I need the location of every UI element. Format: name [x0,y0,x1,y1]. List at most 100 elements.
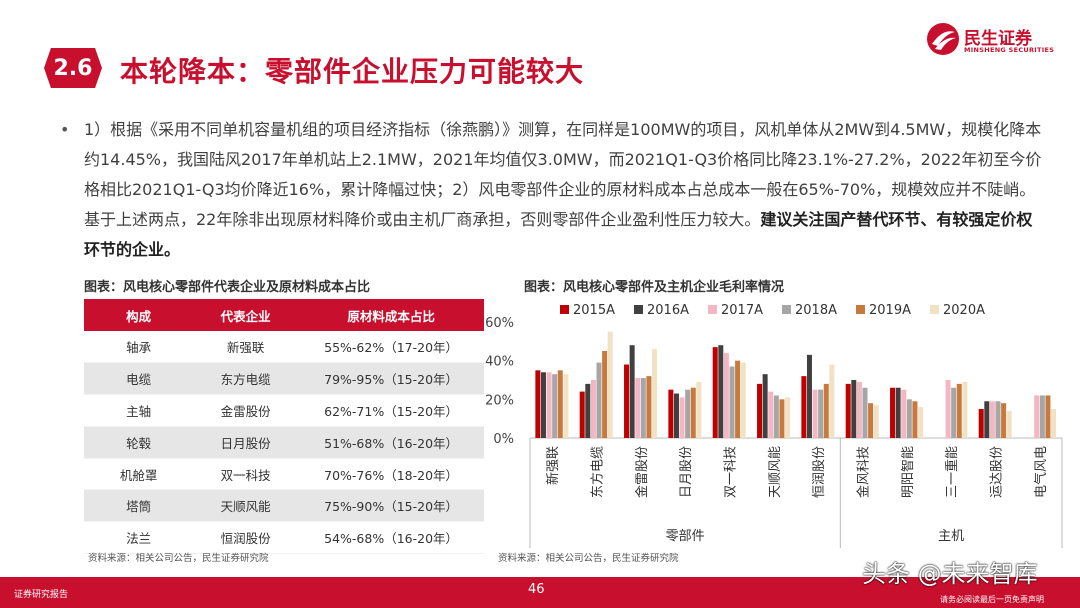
bar [945,380,951,438]
bar [712,347,718,438]
legend-swatch [634,305,643,314]
bar [607,331,613,438]
bar [901,389,907,438]
legend-label: 2015A [573,303,615,318]
table-cell: 轮毂 [84,426,194,459]
bar [951,387,957,438]
bar [1039,395,1045,438]
table-row: 电缆 东方电缆 79%-95%（15-20年） [84,362,484,395]
bar [1034,395,1040,438]
bar [890,387,896,438]
legend-label: 2020A [943,303,985,318]
legend-label: 2017A [721,303,763,318]
x-tick-label: 东方电缆 [590,446,606,498]
x-tick-label: 金风科技 [856,446,872,498]
bar [540,372,546,438]
table-row: 塔筒 天顺风能 75%-90%（15-20年） [84,489,484,523]
bar [773,395,779,438]
table-cell: 54%-68%（16-20年） [298,521,484,555]
bar [590,380,596,438]
table-cell: 东方电缆 [193,362,299,395]
bar [757,383,763,438]
footer-bar [0,577,1080,608]
bar [535,370,541,438]
bar [652,349,658,438]
bar [851,380,857,438]
logo-text-cn: 民生证券 [964,29,1032,49]
y-tick-label: 60% [485,316,514,331]
bar [646,376,652,438]
table-row: 机舱罩 双一科技 70%-76%（18-20年） [84,458,484,491]
bar [1051,409,1057,438]
table-row: 轴承 新强联 55%-62%（17-20年） [84,331,484,363]
bullet-text: 1）根据《采用不同单机容量机组的项目经济指标（徐燕鹏）》测算，在同样是100MW… [84,120,1042,229]
watermark-text: 头条 @未来智库 [862,560,1038,588]
x-tick-label: 新强联 [545,446,561,485]
table-row: 法兰 恒润股份 54%-68%（16-20年） [84,521,484,555]
bar [1006,410,1012,438]
bar [740,362,746,438]
gross-margin-chart: 0% 20% 40% 60% 2015A 2016A 2017A 2018A 2019A 2020… [485,303,1063,548]
x-tick-label: 日月股份 [679,446,694,498]
bar [673,393,679,438]
x-tick-label: 双一科技 [724,446,739,498]
x-tick-label: 运达股份 [990,446,1005,498]
table-cell: 法兰 [84,521,194,555]
table-cell: 主轴 [84,394,194,427]
bar [873,405,879,438]
table-cell: 79%-95%（15-20年） [298,362,484,395]
bar [723,352,729,438]
bar [563,374,569,438]
bar [812,389,818,438]
table-cell: 轴承 [84,331,194,363]
x-tick-label: 金雷股份 [634,446,650,498]
x-tick-label: 恒润股份 [812,446,827,498]
bar [868,403,874,438]
raw-material-table: 构成 代表企业 原材料成本占比 轴承 新强联 55%-62%（17-20年） 电缆东… [84,299,484,555]
bar [579,391,585,438]
table-cell: 恒润股份 [193,521,299,555]
table-cell: 62%-71%（15-20年） [298,394,484,427]
table-cell: 日月股份 [193,426,299,459]
logo-text-en: MINSHENG SECURITIES [964,46,1055,54]
table-source-note: 资料来源：相关公司公告，民生证券研究院 [88,553,269,564]
bar [685,389,691,438]
bar [1001,403,1007,438]
bullet-paragraph: 1）根据《采用不同单机容量机组的项目经济指标（徐燕鹏）》测算，在同样是100MW… [84,115,1044,265]
bar [801,376,807,438]
bar [557,370,563,438]
table-row: 轮毂 日月股份 51%-68%（16-20年） [84,426,484,459]
bar [690,387,696,438]
y-tick-label: 40% [485,355,514,370]
y-tick-label: 0% [493,432,514,447]
bar [640,378,646,438]
disclaimer-note: 请务必阅读最后一页免责声明 [940,595,1044,604]
legend-label: 2018A [795,303,837,318]
bar [718,345,724,438]
bar [989,401,995,438]
bar [596,362,602,438]
table-header-row: 构成 代表企业 原材料成本占比 [84,299,484,331]
bar [729,366,735,438]
table-cell: 55%-62%（17-20年） [298,331,484,363]
company-logo: 民生证券 MINSHENG SECURITIES [926,20,1054,60]
bar [635,378,641,438]
table-cell: 75%-90%（15-20年） [298,489,484,523]
x-tick-label: 天顺风能 [768,446,783,498]
bar [696,381,702,438]
table-cell: 51%-68%（16-20年） [298,426,484,459]
column-header: 构成 [84,299,194,331]
bar [829,364,835,438]
bar [978,409,984,438]
legend-label: 2016A [647,303,689,318]
table-cell: 电缆 [84,362,194,395]
x-tick-label: 电气风电 [1033,446,1049,498]
page-number: 46 [528,582,545,597]
legend-swatch [560,305,569,314]
y-tick-label: 20% [485,393,514,408]
bar [762,374,768,438]
bar [629,345,635,438]
table-cell: 70%-76%（18-20年） [298,458,484,491]
bar [912,401,918,438]
bar [585,383,591,438]
